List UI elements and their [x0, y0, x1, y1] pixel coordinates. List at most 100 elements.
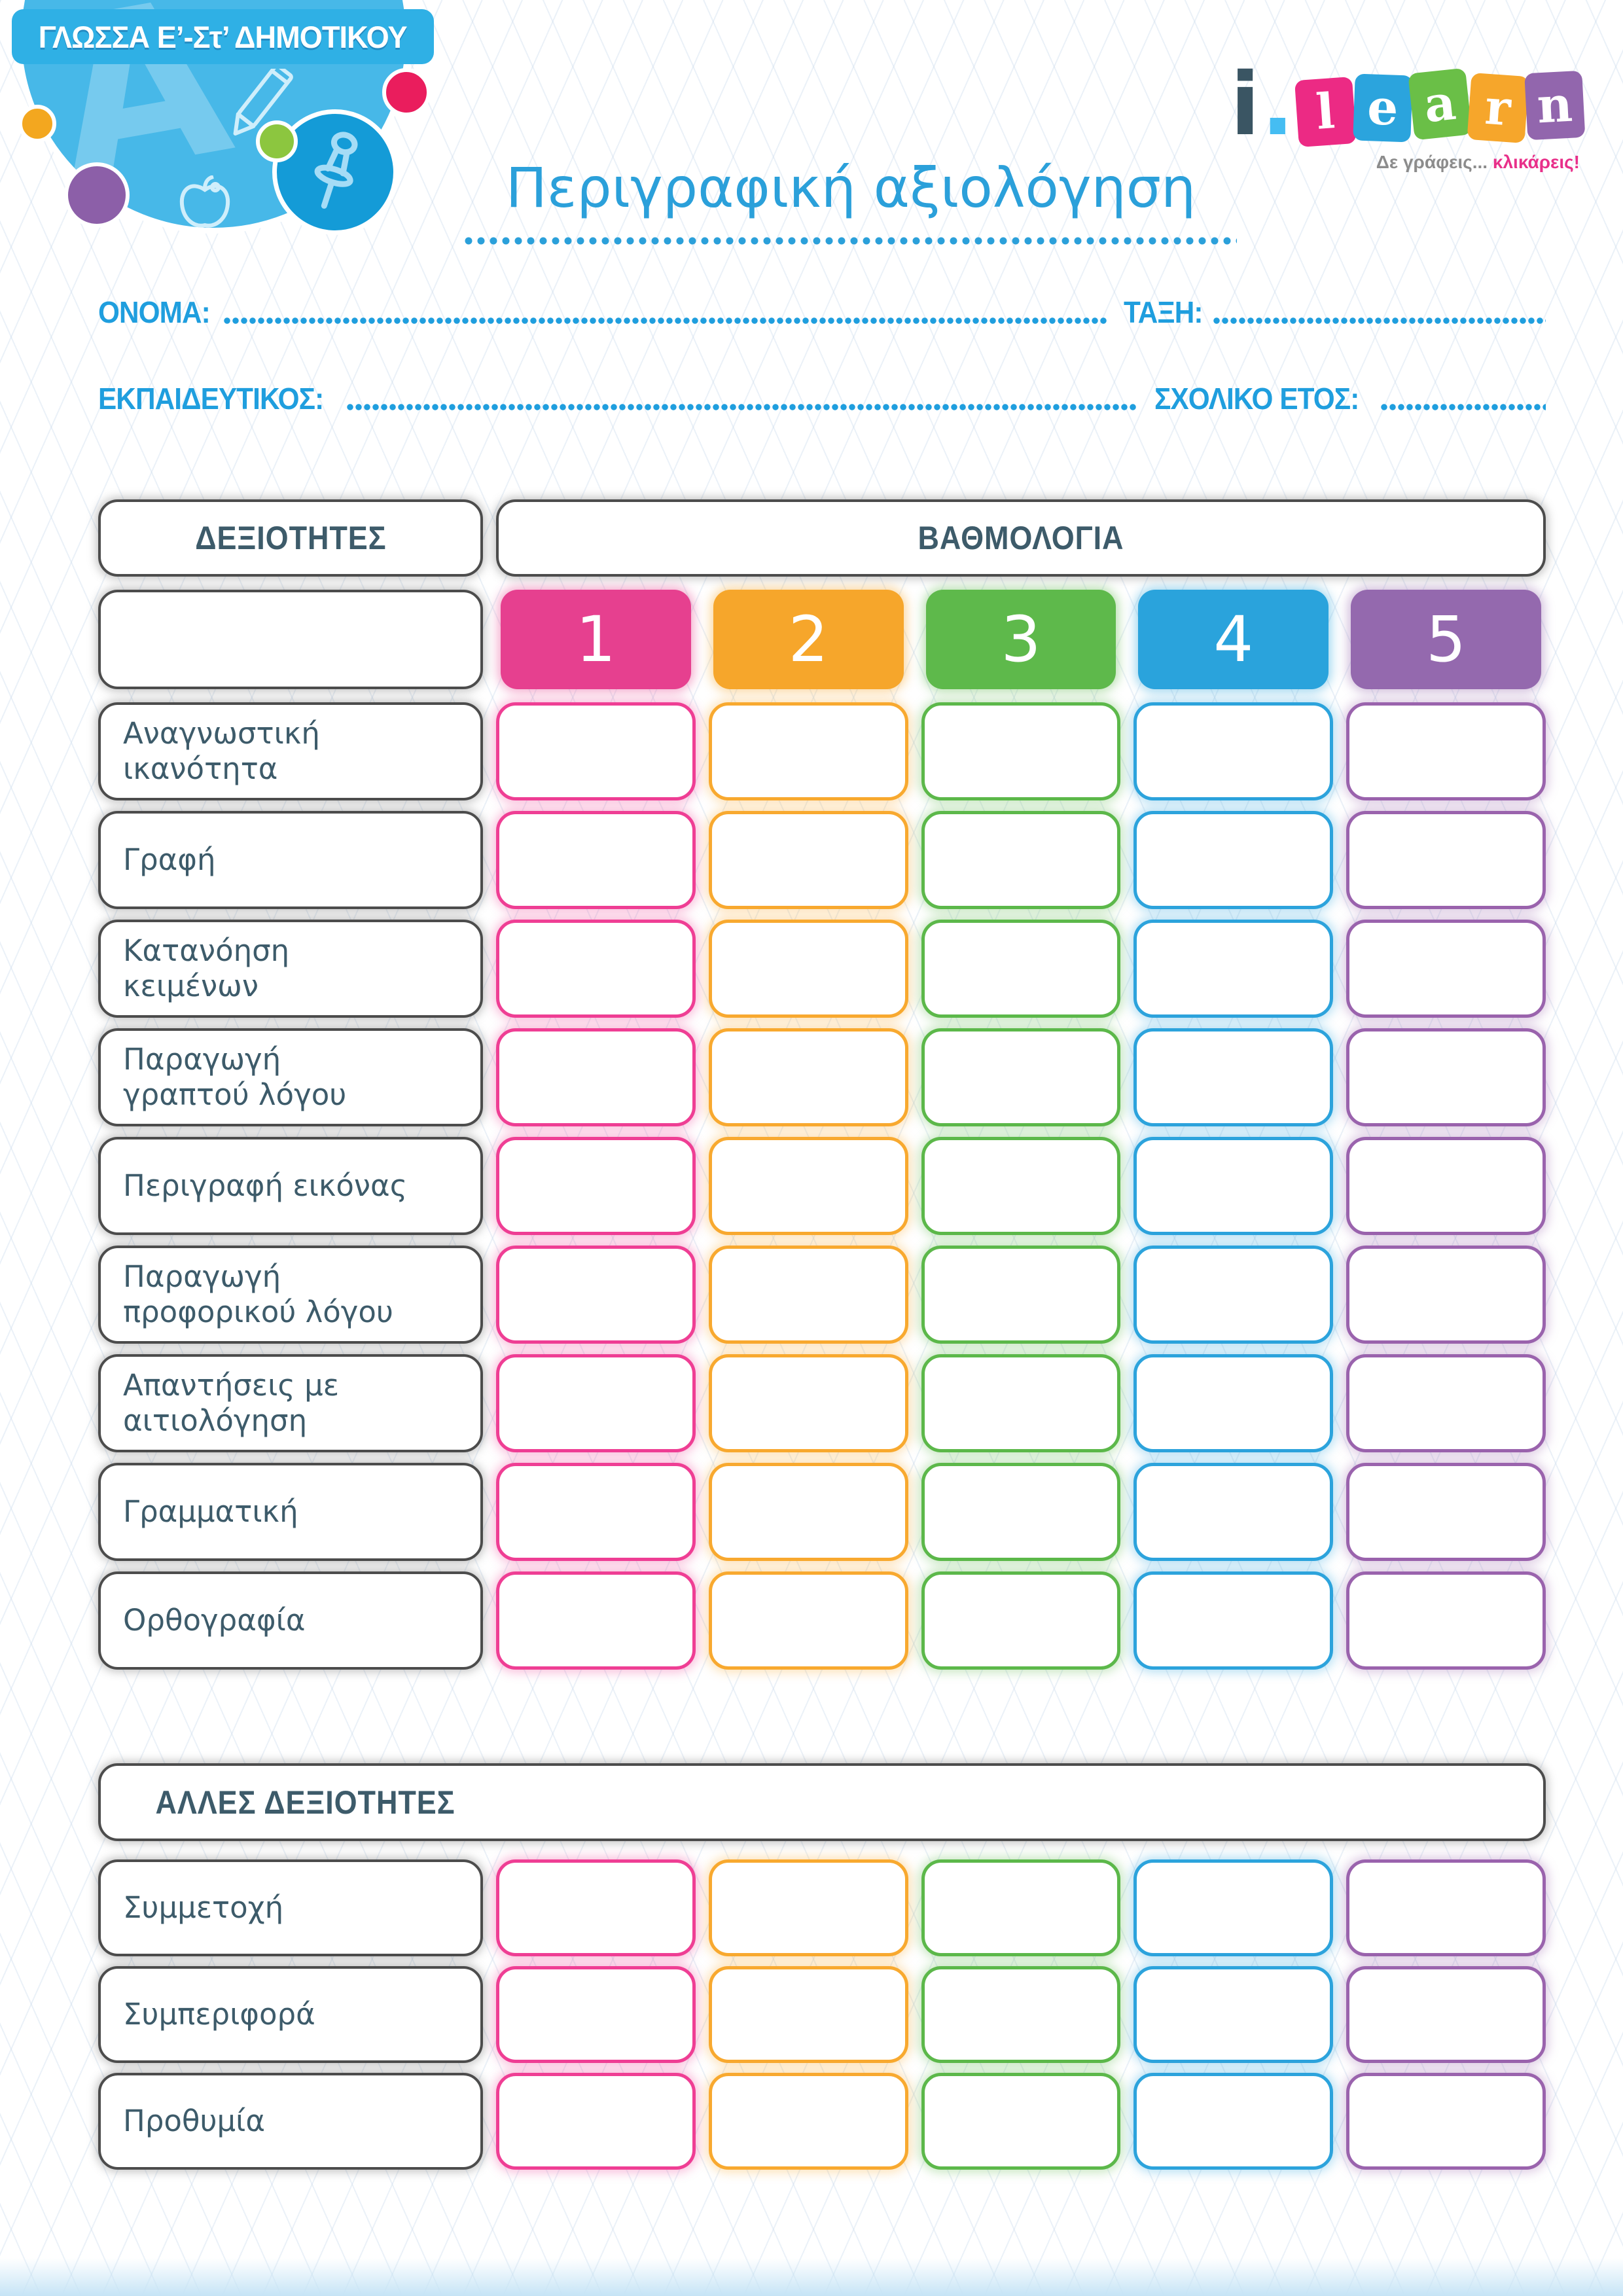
grade-cell[interactable]	[1133, 1246, 1334, 1344]
grade-cell[interactable]	[1133, 1137, 1334, 1235]
grade-cell[interactable]	[921, 920, 1121, 1018]
grade-cell[interactable]	[1346, 811, 1546, 909]
grade-cell[interactable]	[921, 1966, 1121, 2063]
grade-cell[interactable]	[496, 1028, 696, 1126]
grade-cell[interactable]	[1346, 1137, 1546, 1235]
name-label: ΟΝΟΜΑ:	[98, 295, 211, 329]
grade-cell[interactable]	[921, 1246, 1121, 1344]
grade-cell[interactable]	[496, 1571, 696, 1670]
grade-cell[interactable]	[1346, 1354, 1546, 1452]
grade-cell[interactable]	[1346, 1028, 1546, 1126]
grade-cell[interactable]	[921, 1571, 1121, 1670]
year-field[interactable]	[1381, 403, 1546, 411]
grade-cell[interactable]	[708, 1571, 908, 1670]
grade-badge-5: 5	[1351, 590, 1541, 689]
grade-cell[interactable]	[1133, 1859, 1334, 1956]
grade-cell[interactable]	[1346, 702, 1546, 800]
grade-cell[interactable]	[708, 1966, 908, 2063]
skill-label: Ορθογραφία	[123, 1603, 306, 1638]
name-field[interactable]	[223, 317, 1107, 325]
grade-cell[interactable]	[1133, 811, 1334, 909]
grade-cell[interactable]	[708, 1859, 908, 1956]
apple-icon	[179, 175, 230, 228]
class-label: ΤΑΞΗ:	[1123, 295, 1203, 329]
other-skills-table: ΑΛΛΕΣ ΔΕΞΙΟΤΗΤΕΣ Συμμετοχή Συμπεριφορά Π…	[98, 1763, 1546, 2170]
skills-header: ΔΕΞΙΟΤΗΤΕΣ	[194, 520, 387, 556]
grade-cell[interactable]	[1133, 1571, 1334, 1670]
grade-cell[interactable]	[1133, 1354, 1334, 1452]
grade-cell[interactable]	[921, 1137, 1121, 1235]
page-title: Περιγραφική αξιολόγηση	[505, 156, 1196, 220]
grade-cell[interactable]	[708, 1463, 908, 1561]
grade-cell[interactable]	[1346, 1463, 1546, 1561]
grade-cell[interactable]	[496, 1354, 696, 1452]
skill-label: Συμπεριφορά	[123, 1997, 315, 2032]
grade-cell[interactable]	[1346, 920, 1546, 1018]
grade-cell[interactable]	[921, 2073, 1121, 2170]
skill-label: Παραγωγή προφορικού λόγου	[123, 1259, 393, 1329]
class-field[interactable]	[1213, 317, 1546, 325]
grade-badge-4: 4	[1138, 590, 1329, 689]
logo-period: .	[1261, 54, 1294, 155]
grade-cell[interactable]	[496, 1137, 696, 1235]
teacher-field[interactable]	[347, 403, 1138, 411]
grade-cell[interactable]	[708, 920, 908, 1018]
form-line-name: ΟΝΟΜΑ: ΤΑΞΗ:	[98, 295, 1546, 330]
skill-label: Κατανόηση κειμένων	[123, 933, 290, 1003]
form-line-teacher: ΕΚΠΑΙΔΕΥΤΙΚΟΣ: ΣΧΟΛΙΚΟ ΕΤΟΣ:	[98, 381, 1546, 416]
skill-label: Παραγωγή γραπτού λόγου	[123, 1042, 347, 1112]
grade-badge-1: 1	[501, 590, 691, 689]
grade-cell[interactable]	[708, 1028, 908, 1126]
grade-cell[interactable]	[1346, 1966, 1546, 2063]
grade-cell[interactable]	[921, 1859, 1121, 1956]
logo-block-l: l	[1294, 77, 1357, 148]
other-skills-header: ΑΛΛΕΣ ΔΕΞΙΟΤΗΤΕΣ	[155, 1784, 455, 1821]
grade-cell[interactable]	[921, 811, 1121, 909]
grade-cell[interactable]	[1346, 2073, 1546, 2170]
grade-cell[interactable]	[1133, 920, 1334, 1018]
grade-cell[interactable]	[1133, 1028, 1334, 1126]
skill-label: Προθυμία	[123, 2104, 266, 2138]
logo-letter-i: i	[1230, 54, 1260, 155]
logo-block-a: a	[1408, 67, 1472, 141]
grade-cell[interactable]	[921, 1463, 1121, 1561]
purple-dot	[64, 162, 130, 228]
skills-table: ΔΕΞΙΟΤΗΤΕΣ ΒΑΘΜΟΛΟΓΙΑ 1 2 3 4 5 Αναγνωστ…	[98, 499, 1546, 1670]
skills-header-box: ΔΕΞΙΟΤΗΤΕΣ	[98, 499, 483, 577]
grade-cell[interactable]	[496, 1966, 696, 2063]
grade-cell[interactable]	[1133, 2073, 1334, 2170]
grades-header: ΒΑΘΜΟΛΟΓΙΑ	[918, 520, 1124, 556]
grade-cell[interactable]	[1133, 1463, 1334, 1561]
subject-badge-cluster: A	[0, 0, 497, 275]
grade-cell[interactable]	[1133, 702, 1334, 800]
grade-cell[interactable]	[708, 1246, 908, 1344]
grade-cell[interactable]	[1346, 1246, 1546, 1344]
grade-cell[interactable]	[708, 702, 908, 800]
grade-cell[interactable]	[496, 2073, 696, 2170]
bottom-fade	[0, 2258, 1623, 2296]
pencil-icon	[233, 69, 293, 136]
grade-cell[interactable]	[921, 702, 1121, 800]
grade-cell[interactable]	[1346, 1571, 1546, 1670]
grade-cell[interactable]	[1346, 1859, 1546, 1956]
grade-cell[interactable]	[708, 1137, 908, 1235]
title-block: Περιγραφική αξιολόγηση	[458, 156, 1243, 245]
grade-cell[interactable]	[496, 1859, 696, 1956]
empty-corner-box	[98, 590, 483, 689]
skill-label: Γραφή	[123, 842, 216, 877]
grade-cell[interactable]	[708, 811, 908, 909]
grade-cell[interactable]	[708, 1354, 908, 1452]
grade-cell[interactable]	[921, 1354, 1121, 1452]
subject-banner: ΓΛΩΣΣΑ Ε’-Στ’ ΔΗΜΟΤΙΚΟΥ	[12, 9, 434, 64]
grade-cell[interactable]	[921, 1028, 1121, 1126]
teacher-label: ΕΚΠΑΙΔΕΥΤΙΚΟΣ:	[98, 382, 324, 416]
grade-cell[interactable]	[708, 2073, 908, 2170]
yellow-dot	[18, 105, 56, 143]
grade-cell[interactable]	[496, 920, 696, 1018]
grade-cell[interactable]	[496, 702, 696, 800]
grade-cell[interactable]	[496, 811, 696, 909]
grade-cell[interactable]	[496, 1463, 696, 1561]
grade-badge-2: 2	[713, 590, 904, 689]
grade-cell[interactable]	[496, 1246, 696, 1344]
grade-cell[interactable]	[1133, 1966, 1334, 2063]
